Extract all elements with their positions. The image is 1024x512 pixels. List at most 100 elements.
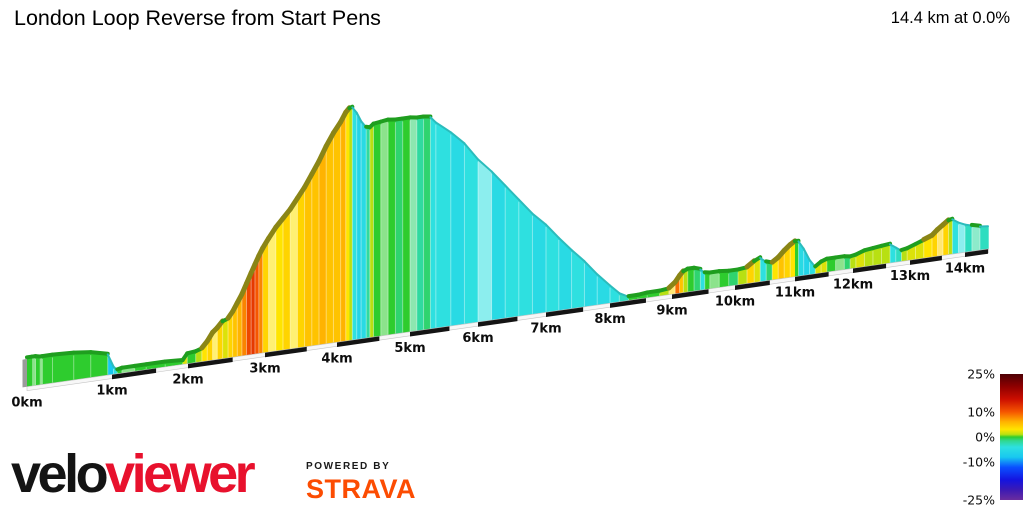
profile-strip <box>39 357 43 385</box>
profile-strip <box>675 277 681 294</box>
profile-strip <box>760 258 767 282</box>
profile-strip <box>275 220 284 352</box>
profile-strip <box>373 123 382 338</box>
profile-strip <box>262 240 270 353</box>
profile-strip <box>923 237 933 259</box>
profile-strip <box>668 283 676 295</box>
profile-strip <box>254 257 260 355</box>
veloviewer-logo: veloviewer <box>11 444 256 504</box>
profile-strip <box>251 266 256 355</box>
profile-strip <box>237 295 243 357</box>
profile-top-band <box>570 248 586 263</box>
axis-dash <box>965 249 988 257</box>
axis-dash <box>795 272 829 282</box>
profile-top-band <box>449 131 466 145</box>
profile-strip <box>423 117 432 330</box>
veloviewer-logo-viewer: viewer <box>105 444 256 504</box>
profile-top-band <box>583 260 599 276</box>
profile-strip <box>222 319 229 359</box>
profile-strip <box>890 245 897 264</box>
profile-top-band <box>50 350 76 357</box>
profile-strip <box>971 226 981 252</box>
strip-separators <box>35 109 981 385</box>
profile-strip <box>366 128 371 339</box>
profile-strip <box>809 260 816 275</box>
profile-strip <box>952 220 960 255</box>
km-tick-label: 1km <box>96 384 127 399</box>
profile-strip <box>117 369 123 374</box>
profile-top-band <box>355 111 363 123</box>
profile-strip <box>27 357 33 387</box>
profile-strip <box>704 273 711 290</box>
profile-start-cap <box>22 358 27 388</box>
profile-top-band <box>434 121 452 134</box>
profile-strip <box>333 123 342 343</box>
axis-dash <box>337 336 380 347</box>
profile-strip <box>795 242 800 277</box>
legend-tick-label: 25% <box>967 367 995 382</box>
profile-strip <box>395 119 404 334</box>
page-title: London Loop Reverse from Start Pens <box>14 6 381 30</box>
powered-by-label: POWERED BY <box>306 461 391 472</box>
profile-strip <box>687 269 695 293</box>
profile-top-band <box>88 350 110 356</box>
profile-top-band <box>429 116 437 124</box>
axis-dash <box>672 289 709 299</box>
profile-strip <box>319 147 327 345</box>
profile-strip <box>464 144 479 325</box>
profile-strip <box>304 175 313 347</box>
profile-top-band <box>316 143 329 164</box>
profile-top-band <box>477 158 493 173</box>
route-summary: 14.4 km at 0.0% <box>890 9 1010 27</box>
profile-top-band <box>351 106 358 114</box>
profile-strip <box>228 313 234 358</box>
profile-strip <box>835 257 845 271</box>
profile-strip <box>881 245 891 265</box>
km-tick-label: 13km <box>890 269 930 284</box>
axis-dash <box>265 346 307 358</box>
km-tick-label: 0km <box>11 396 42 411</box>
profile-strip <box>241 285 248 356</box>
profile-strip <box>584 261 598 307</box>
profile-top-band <box>144 359 168 367</box>
legend-tick-label: 0% <box>975 430 995 445</box>
profile-strip <box>42 356 54 385</box>
profile-strip <box>784 246 791 279</box>
profile-strip <box>850 255 857 269</box>
powered-by-strava: POWERED BY STRAVA <box>306 461 416 505</box>
profile-strip <box>518 200 534 317</box>
profile-strip <box>369 125 375 338</box>
profile-top-band <box>463 142 479 161</box>
profile-strip <box>965 225 973 253</box>
legend-tick-label: -25% <box>963 493 995 508</box>
km-tick-label: 6km <box>462 331 493 346</box>
profile-strip <box>505 186 520 319</box>
profile-strip <box>790 242 796 278</box>
profile-strip <box>844 257 851 270</box>
axis-dash <box>546 307 584 318</box>
profile-strip <box>326 134 335 344</box>
profile-top-band <box>545 223 560 239</box>
profile-top-band <box>889 243 897 249</box>
veloviewer-logo-velo: velo <box>11 444 109 504</box>
profile-strip <box>803 249 811 276</box>
axis-dash <box>610 298 646 308</box>
km-tick-label: 3km <box>249 362 280 377</box>
profile-strip <box>349 108 354 341</box>
profile-strip <box>798 242 805 277</box>
profile-strip <box>491 172 506 321</box>
km-tick-label: 2km <box>172 373 203 388</box>
profile-strip <box>766 262 773 281</box>
profile-strip <box>388 120 397 335</box>
profile-strip <box>73 353 92 381</box>
profile-strip <box>232 304 238 358</box>
km-tick-label: 5km <box>394 341 425 356</box>
profile-strip <box>217 322 224 360</box>
profile-top-band <box>517 198 534 215</box>
profile-strip <box>738 268 748 285</box>
profile-strip <box>268 229 277 353</box>
km-tick-label: 11km <box>775 286 815 301</box>
profile-strip <box>430 117 437 329</box>
profile-strip <box>52 354 75 384</box>
